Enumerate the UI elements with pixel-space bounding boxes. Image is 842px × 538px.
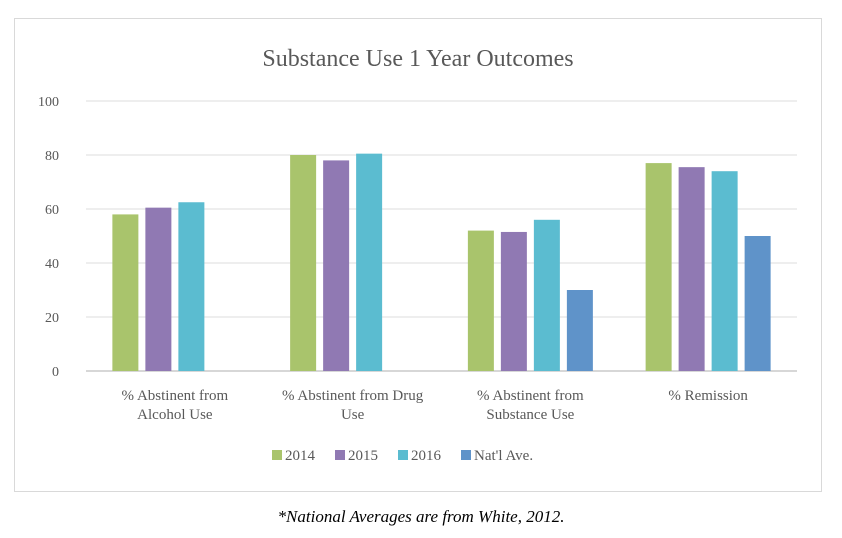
y-tick-label: 20 — [45, 311, 59, 326]
bar-2016 — [178, 202, 205, 371]
x-category-label: Use — [341, 407, 365, 423]
bar-nat-l-ave — [744, 236, 771, 371]
bar-2014 — [112, 214, 139, 371]
bar-nat-l-ave — [566, 290, 593, 371]
legend-label: 2014 — [285, 448, 316, 464]
x-category-label: Substance Use — [486, 407, 574, 423]
y-tick-label: 100 — [38, 95, 59, 110]
chart-frame: Substance Use 1 Year Outcomes 0 20 40 60 80 1… — [14, 18, 822, 492]
bar-2014 — [645, 163, 672, 371]
legend-swatch — [398, 450, 408, 460]
footnote: *National Averages are from White, 2012. — [277, 507, 565, 526]
x-category-label: % Abstinent from Drug — [282, 388, 424, 404]
bar-2015 — [145, 207, 172, 371]
bar-2014 — [467, 230, 494, 371]
bar-2016 — [356, 153, 383, 371]
y-tick-label: 60 — [45, 203, 59, 218]
legend-label: Nat'l Ave. — [474, 448, 533, 464]
y-tick-label: 40 — [45, 257, 59, 272]
x-category-label: % Abstinent from — [477, 388, 584, 404]
bar-2016 — [711, 171, 738, 371]
y-tick-label: 0 — [52, 365, 59, 380]
bar-chart: Substance Use 1 Year Outcomes 0 20 40 60 80 1… — [38, 46, 797, 464]
legend-label: 2016 — [411, 448, 442, 464]
legend-swatch — [272, 450, 282, 460]
bar-2015 — [500, 231, 527, 371]
x-category-label: % Abstinent from — [122, 388, 229, 404]
legend-swatch — [335, 450, 345, 460]
bar-2014 — [290, 155, 317, 371]
bar-2015 — [678, 167, 705, 371]
x-category-label: % Remission — [668, 388, 748, 404]
chart-title: Substance Use 1 Year Outcomes — [262, 46, 573, 72]
bar-2016 — [533, 219, 560, 371]
legend-label: 2015 — [348, 448, 378, 464]
bar-2015 — [323, 160, 350, 371]
y-tick-label: 80 — [45, 149, 59, 164]
x-category-label: Alcohol Use — [137, 407, 213, 423]
legend-swatch — [461, 450, 471, 460]
